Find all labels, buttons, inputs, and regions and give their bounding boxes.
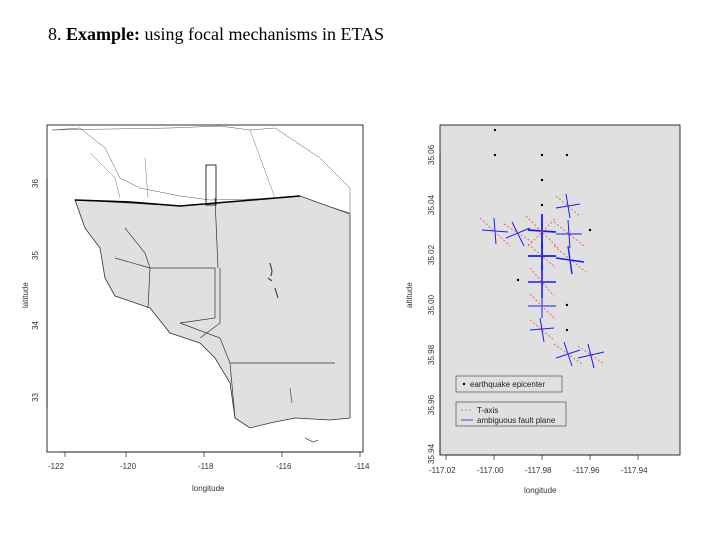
fault-traces	[289, 387, 319, 443]
map-x-tick-label: -114	[354, 462, 370, 471]
epicenter-dot	[565, 153, 569, 157]
epicenter-dot	[565, 303, 569, 307]
mechanism-symbol	[503, 221, 533, 247]
mechanism-symbol	[553, 245, 587, 275]
map-x-axis: -122 -120 -118 -116 -114 longitude	[48, 451, 370, 493]
focal-y-tick-label: 35.98	[427, 344, 436, 365]
county-border	[114, 257, 151, 269]
legend-mechanism: T-axis ambiguous fault plane	[455, 401, 567, 427]
map-y-axis-label: latitude	[21, 282, 30, 308]
map-x-tick-label: -122	[48, 462, 65, 471]
focal-x-tick-label: -117.02	[429, 466, 456, 475]
legend-t-axis-label: T-axis	[477, 406, 498, 415]
region-boundary	[74, 195, 301, 207]
focal-plot-area	[439, 124, 681, 456]
epicenter-dot	[493, 128, 497, 132]
focal-mechanisms	[479, 193, 605, 369]
focal-x-tick-label: -117.96	[573, 466, 600, 475]
focal-x-tick-label: -117.98	[525, 466, 552, 475]
mechanism-symbol	[528, 293, 556, 319]
county-border	[214, 197, 219, 269]
epicenter-legend-icon	[462, 382, 466, 386]
map-x-tick-label: -116	[276, 462, 292, 471]
fault-traces	[267, 262, 279, 299]
map-x-axis-label: longitude	[192, 484, 225, 493]
map-y-tick-label: 36	[31, 179, 40, 188]
epicenter-dot	[540, 203, 544, 207]
mechanism-symbol	[528, 266, 556, 298]
focal-x-tick-label: -117.00	[477, 466, 504, 475]
northern-border	[249, 129, 276, 199]
focal-y-axis-label: altitude	[405, 282, 414, 308]
focal-x-tick-label: -117.94	[621, 466, 648, 475]
legend-epicenter: earthquake epicenter	[455, 375, 563, 393]
highlight-box	[205, 164, 217, 206]
slide-title: 8. Example: using focal mechanisms in ET…	[48, 24, 384, 45]
epicenter-dot	[565, 328, 569, 332]
focal-x-axis-label: longitude	[524, 486, 557, 495]
map-y-tick-label: 34	[31, 321, 40, 330]
mechanism-symbol	[527, 242, 557, 270]
county-border	[179, 322, 335, 364]
focal-y-tick-label: 35.04	[427, 194, 436, 215]
focal-y-tick-label: 35.02	[427, 244, 436, 265]
slide-title-text: using focal mechanisms in ETAS	[140, 24, 385, 44]
legend-fault-label: ambiguous fault plane	[477, 416, 556, 425]
epicenter-dot	[516, 278, 520, 282]
focal-y-axis: 35.06 35.04 35.02 35.00 35.98 35.96 35.9…	[405, 144, 441, 464]
map-svg: -122 -120 -118 -116 -114 longitude 36 35…	[21, 124, 370, 493]
county-border	[147, 267, 151, 309]
mechanism-symbol	[529, 317, 555, 343]
county-border	[124, 227, 151, 269]
focal-y-tick-label: 35.94	[427, 443, 436, 464]
epicenter-points	[493, 128, 592, 332]
focal-x-axis: -117.02 -117.00 -117.98 -117.96 -117.94 …	[429, 454, 648, 495]
focal-y-tick-label: 35.96	[427, 394, 436, 415]
epicenter-dot	[493, 153, 497, 157]
northern-border	[144, 157, 149, 199]
epicenter-dot	[588, 228, 592, 232]
mechanism-symbol	[555, 193, 581, 219]
mechanism-symbol	[553, 341, 583, 367]
focal-svg: earthquake epicenter T-axis ambiguous fa…	[405, 124, 681, 495]
map-x-tick-label: -118	[198, 462, 214, 471]
epicenter-dot	[540, 153, 544, 157]
mechanism-symbol	[553, 219, 585, 249]
focal-y-tick-label: 35.06	[427, 144, 436, 165]
epicenter-dot	[540, 178, 544, 182]
map-y-tick-label: 35	[31, 251, 40, 260]
focal-mechanism-plot: earthquake epicenter T-axis ambiguous fa…	[400, 118, 700, 498]
southern-california-map: -122 -120 -118 -116 -114 longitude 36 35…	[20, 118, 370, 498]
county-border	[150, 267, 216, 324]
mechanism-symbol	[577, 343, 605, 369]
northern-border	[89, 152, 121, 199]
mechanism-symbol	[479, 217, 511, 247]
map-x-tick-label: -120	[120, 462, 137, 471]
map-y-tick-label: 33	[31, 393, 40, 402]
map-y-axis: 36 35 34 33 latitude	[21, 178, 48, 408]
slide-title-bold: Example:	[66, 24, 140, 44]
legend-epicenter-label: earthquake epicenter	[470, 380, 546, 389]
focal-y-tick-label: 35.00	[427, 294, 436, 315]
county-border	[199, 268, 221, 339]
county-border	[229, 362, 236, 419]
slide-number: 8.	[48, 24, 62, 44]
